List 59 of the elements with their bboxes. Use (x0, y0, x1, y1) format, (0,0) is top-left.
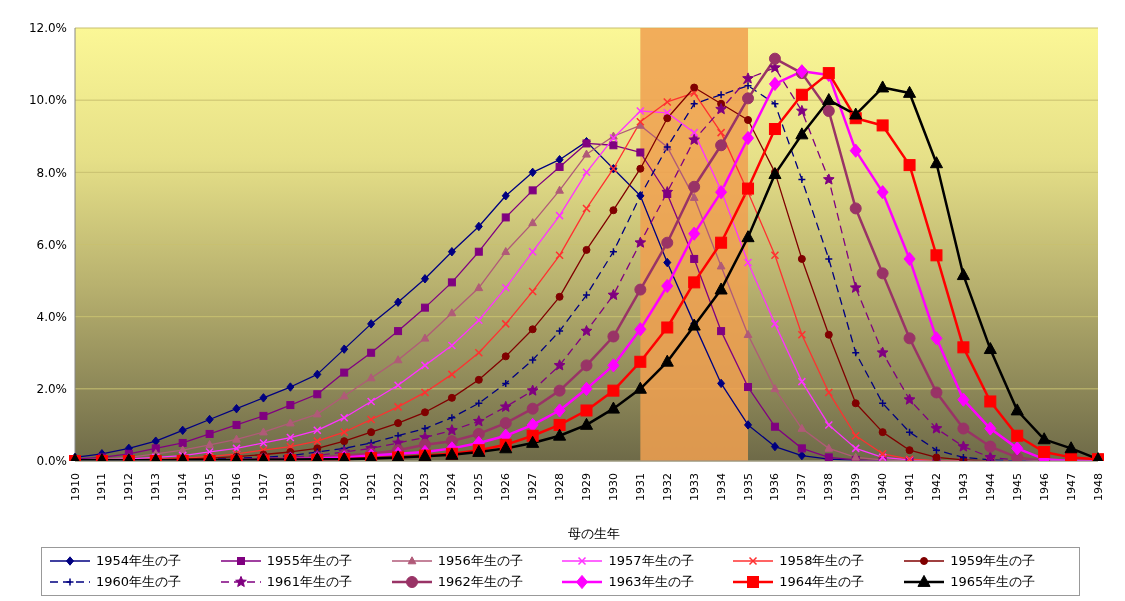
x-tick-label: 1947 (1064, 473, 1078, 501)
x-tick-label: 1911 (95, 473, 109, 501)
x-tick-label: 1934 (714, 473, 728, 501)
x-axis-title: 母の生年 (568, 526, 620, 541)
x-tick-label: 1937 (795, 473, 809, 501)
x-tick-label: 1920 (337, 473, 351, 501)
x-tick-label: 1930 (606, 473, 620, 501)
x-tick-label: 1940 (876, 473, 890, 501)
x-tick-label: 1923 (418, 473, 432, 501)
x-tick-label: 1910 (68, 473, 82, 501)
x-tick-label: 1918 (283, 473, 297, 501)
x-tick-label: 1944 (983, 473, 997, 501)
x-tick-label: 1943 (956, 473, 970, 501)
legend-label: 1961年生の子 (266, 573, 352, 591)
x-tick-label: 1931 (633, 473, 647, 501)
y-tick-label: 10.0% (28, 93, 67, 108)
legend-label: 1954年生の子 (96, 552, 182, 570)
y-tick-label: 6.0% (36, 237, 67, 252)
y-tick-label: 8.0% (36, 165, 67, 180)
x-tick-label: 1945 (1010, 473, 1024, 501)
legend-label: 1959年生の子 (950, 552, 1036, 570)
x-tick-label: 1927 (526, 473, 540, 501)
legend-label: 1957年生の子 (608, 552, 694, 570)
x-tick-label: 1948 (1091, 473, 1105, 501)
legend-label: 1960年生の子 (96, 573, 182, 591)
x-tick-label: 1933 (687, 473, 701, 501)
legend-label: 1956年生の子 (437, 552, 523, 570)
legend-label: 1955年生の子 (266, 552, 352, 570)
x-tick-label: 1913 (149, 473, 163, 501)
x-tick-label: 1928 (553, 473, 567, 501)
x-tick-label: 1921 (364, 473, 378, 501)
y-tick-label: 0.0% (36, 454, 67, 469)
x-tick-label: 1932 (660, 473, 674, 501)
x-tick-label: 1916 (230, 473, 244, 501)
legend-label: 1962年生の子 (437, 573, 523, 591)
x-tick-label: 1936 (768, 473, 782, 501)
x-tick-label: 1912 (122, 473, 136, 501)
x-tick-label: 1935 (741, 473, 755, 501)
legend-label: 1958年生の子 (779, 552, 865, 570)
x-tick-label: 1917 (256, 473, 270, 501)
legend-label: 1964年生の子 (779, 573, 865, 591)
x-tick-label: 1925 (472, 473, 486, 501)
x-tick-label: 1939 (849, 473, 863, 501)
x-tick-label: 1915 (203, 473, 217, 501)
x-tick-label: 1929 (580, 473, 593, 501)
x-tick-label: 1942 (929, 473, 943, 501)
x-tick-label: 1926 (499, 473, 513, 501)
y-tick-label: 2.0% (36, 382, 67, 397)
x-tick-label: 1938 (822, 473, 836, 501)
x-tick-label: 1946 (1037, 473, 1051, 501)
x-tick-label: 1919 (310, 473, 324, 501)
y-tick-label: 4.0% (36, 309, 67, 324)
x-tick-label: 1941 (903, 473, 917, 501)
x-tick-label: 1922 (391, 473, 405, 501)
legend-label: 1963年生の子 (608, 573, 694, 591)
x-tick-label: 1924 (445, 473, 459, 501)
legend-label: 1965年生の子 (950, 573, 1036, 591)
y-tick-label: 12.0% (28, 21, 67, 36)
x-tick-label: 1914 (176, 473, 190, 501)
